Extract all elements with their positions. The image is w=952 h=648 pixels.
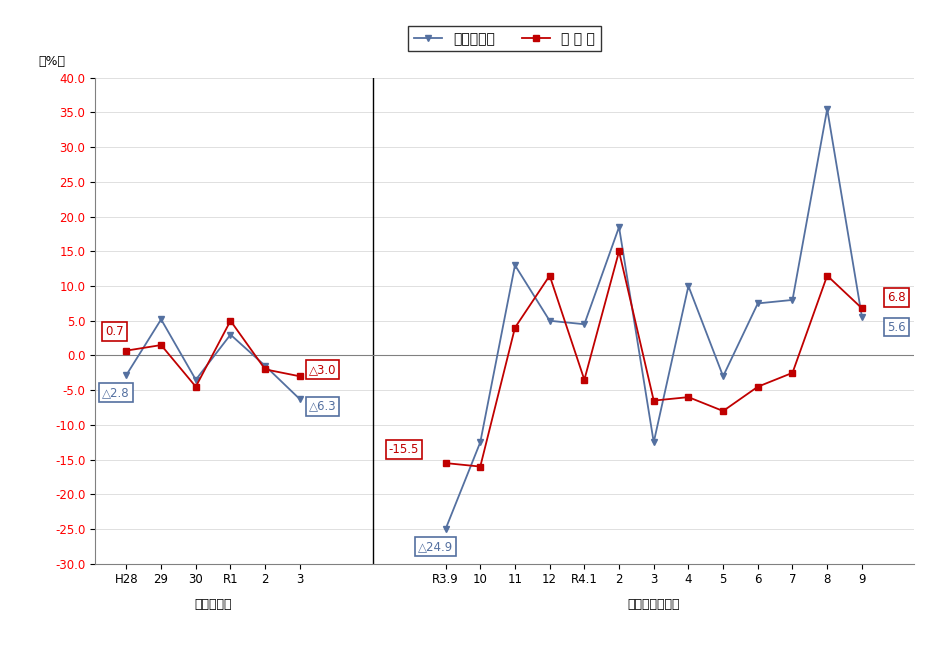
Text: 6.8: 6.8 bbox=[887, 292, 906, 305]
Text: △3.0: △3.0 bbox=[308, 363, 336, 376]
Text: -15.5: -15.5 bbox=[388, 443, 419, 456]
Text: △24.9: △24.9 bbox=[418, 540, 453, 553]
Text: 0.7: 0.7 bbox=[105, 325, 124, 338]
Text: （%）: （%） bbox=[38, 55, 65, 68]
Legend: 勤労者世帯, 全 世 帯: 勤労者世帯, 全 世 帯 bbox=[408, 27, 601, 51]
Text: △6.3: △6.3 bbox=[308, 400, 336, 413]
Text: （前年比）: （前年比） bbox=[194, 599, 232, 612]
Text: △2.8: △2.8 bbox=[102, 386, 129, 399]
Text: 5.6: 5.6 bbox=[887, 321, 906, 334]
Text: （前年同月比）: （前年同月比） bbox=[627, 599, 680, 612]
